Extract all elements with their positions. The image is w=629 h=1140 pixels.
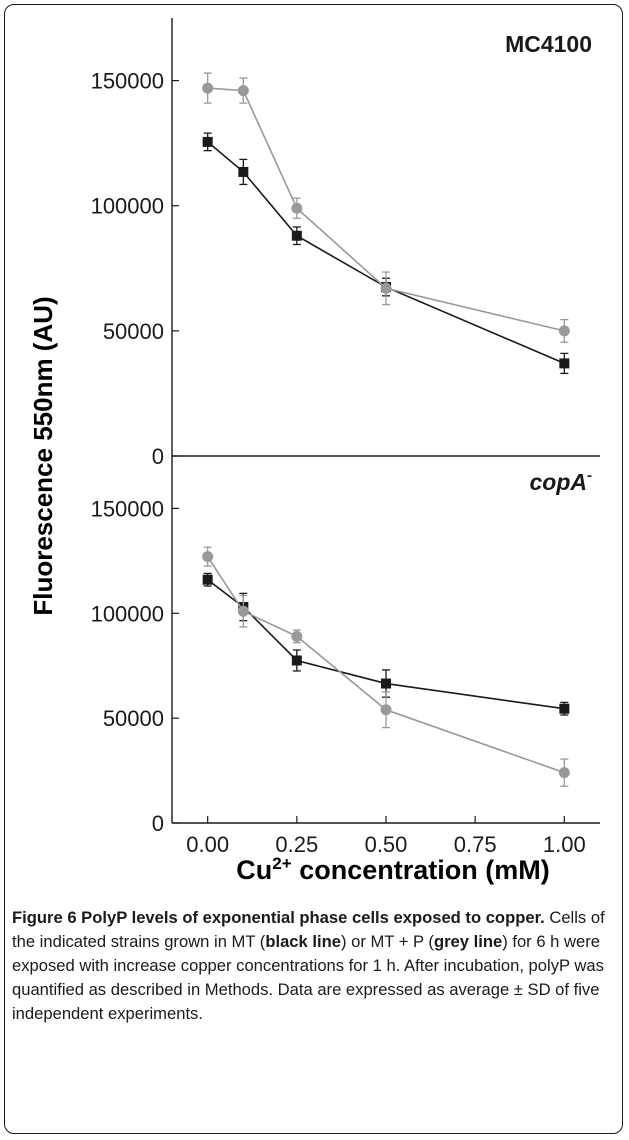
data-point xyxy=(559,358,570,369)
caption-title: PolyP levels of exponential phase cells … xyxy=(76,908,545,927)
panel-label: MC4100 xyxy=(505,31,592,57)
x-tick-label: 0.00 xyxy=(186,832,229,857)
data-point xyxy=(291,630,303,642)
x-tick-label: 0.75 xyxy=(454,832,497,857)
panel-label: copA- xyxy=(530,467,593,495)
data-point xyxy=(238,166,249,177)
caption-text-3: ) for 6 h were exposed with increase cop… xyxy=(12,932,604,1023)
data-point xyxy=(202,136,213,147)
y-tick-label: 50000 xyxy=(103,706,164,731)
y-tick-label: 0 xyxy=(152,811,164,836)
data-point xyxy=(202,82,214,94)
data-point xyxy=(291,202,303,214)
y-axis-title: Fluorescence 550nm (AU) xyxy=(28,296,58,615)
data-point xyxy=(559,703,570,714)
figure-frame xyxy=(4,4,623,1134)
y-tick-label: 100000 xyxy=(91,601,164,626)
series-line xyxy=(207,141,565,365)
data-point xyxy=(291,230,302,241)
data-point xyxy=(202,551,214,563)
x-axis-title: Cu2+ concentration (mM) xyxy=(236,854,549,885)
x-tick-label: 1.00 xyxy=(543,832,586,857)
data-point xyxy=(237,85,249,97)
x-tick-label: 0.50 xyxy=(365,832,408,857)
data-point xyxy=(558,767,570,779)
x-axis-title-main: Cu xyxy=(236,855,272,885)
caption-black-line: black line xyxy=(265,932,341,951)
panel-copa: 0 50000 100000 150000 0.00 0.25 0.50 0.75 1.00 co… xyxy=(91,456,600,857)
y-tick-label: 50000 xyxy=(103,319,164,344)
data-point xyxy=(291,655,302,666)
y-tick-label: 150000 xyxy=(91,69,164,94)
x-axis-title-sup: 2+ xyxy=(272,854,291,873)
series-line xyxy=(206,556,565,774)
caption-text-2: ) or MT + P ( xyxy=(340,932,434,951)
data-point xyxy=(558,325,570,337)
data-point xyxy=(380,282,392,294)
y-axis-title-group: Fluorescence 550nm (AU) xyxy=(28,296,58,615)
figure-caption: Figure 6 PolyP levels of exponential pha… xyxy=(12,906,610,1026)
y-tick-label: 100000 xyxy=(91,194,164,219)
caption-grey-line: grey line xyxy=(433,932,503,951)
data-point xyxy=(381,678,391,689)
data-point xyxy=(380,704,392,716)
y-tick-label: 0 xyxy=(152,444,164,469)
data-point xyxy=(237,605,249,617)
y-tick-label: 150000 xyxy=(91,496,164,521)
x-axis-title-rest: concentration (mM) xyxy=(292,855,550,885)
x-tick-label: 0.25 xyxy=(275,832,318,857)
caption-figure-label: Figure 6 xyxy=(12,908,77,927)
caption-text-1: Cells of the indicated strains grown in … xyxy=(12,908,605,951)
figure-chart: 0 50000 100000 150000 MC4100 0 50000 100000 150… xyxy=(28,18,600,885)
data-point xyxy=(202,574,213,585)
panel-mc4100: 0 50000 100000 150000 MC4100 xyxy=(91,18,600,469)
